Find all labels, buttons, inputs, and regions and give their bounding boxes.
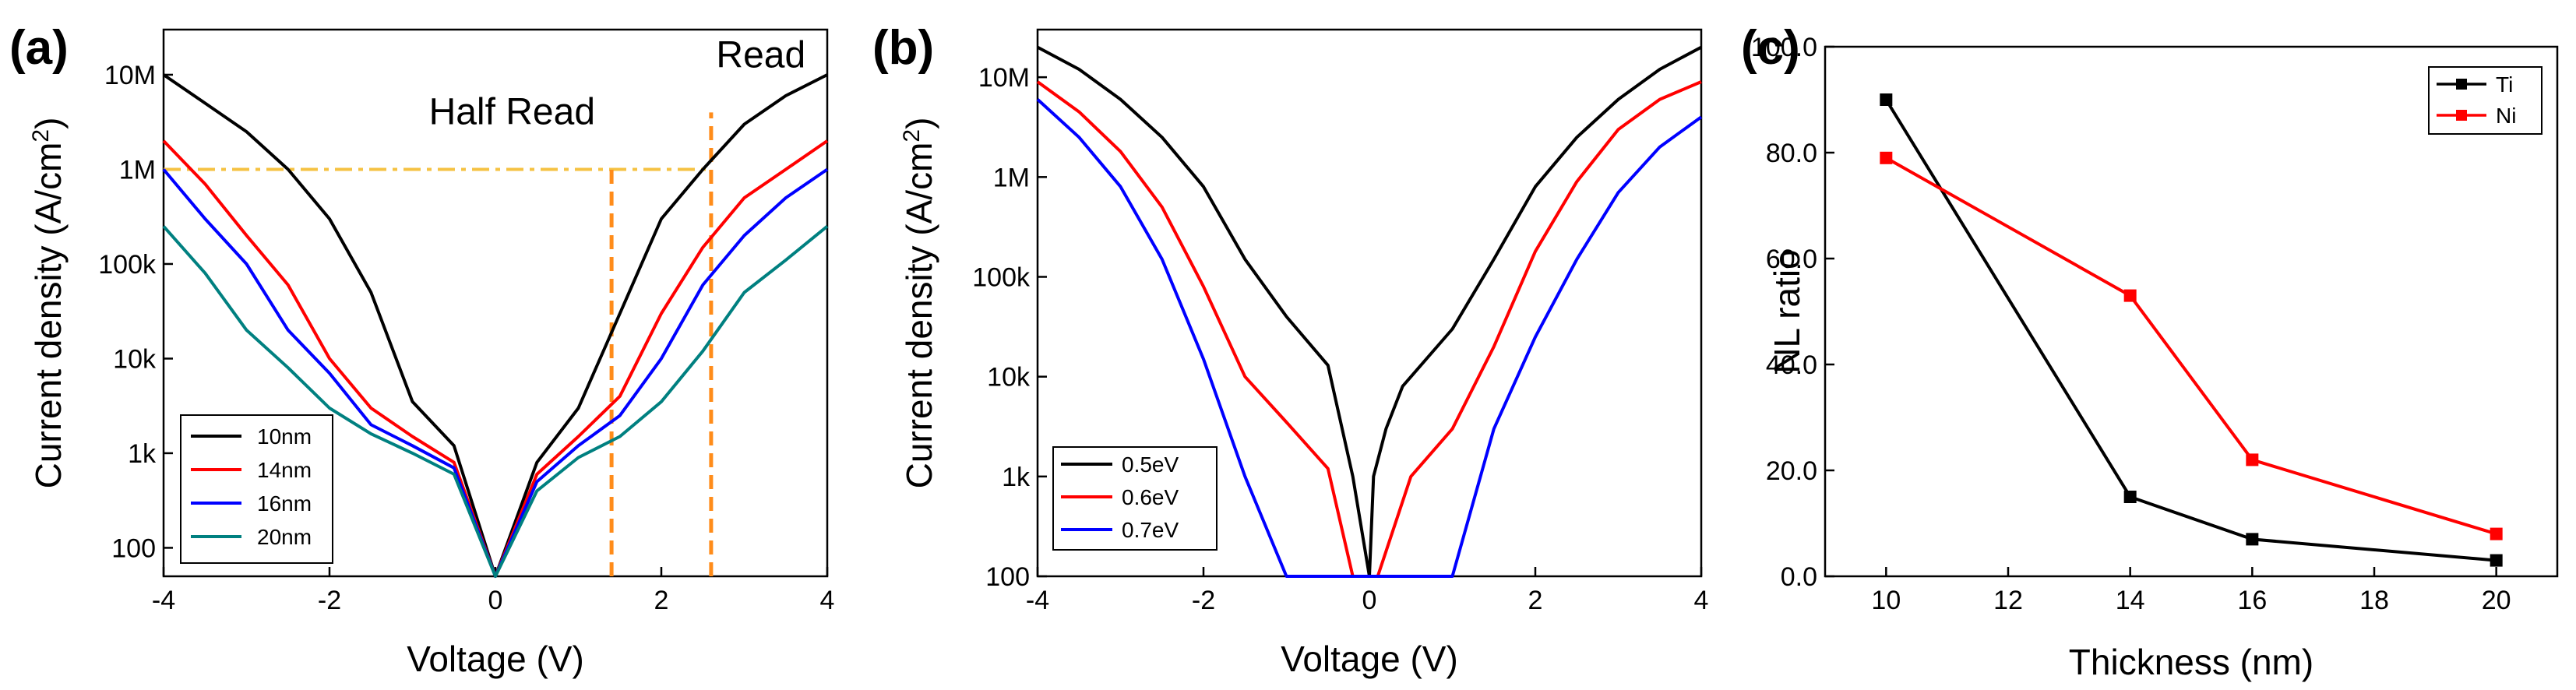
panel-b-series-0-5ev xyxy=(1037,45,1702,578)
panel-a-series xyxy=(162,73,829,578)
panel-c-y-axis-title: NL ratio xyxy=(1767,249,1807,373)
panel-a-annotation-read: Read xyxy=(716,34,805,76)
panel-c-series-ti xyxy=(1884,98,2497,562)
legend-label-0-6ev: 0.6eV xyxy=(1122,485,1179,509)
panel-c-y-tick-label: 60.0 xyxy=(1766,245,1817,274)
panel-b-series-0-7ev xyxy=(1036,98,1703,578)
legend-marker-ti xyxy=(2456,79,2467,90)
panel-c-point-ni xyxy=(1880,151,1893,164)
panel-a-x-tick-label: -2 xyxy=(318,586,341,615)
legend-label-ti: Ti xyxy=(2496,72,2513,97)
panel-a-y-tick-label: 1M xyxy=(119,155,156,185)
panel-c-point-ti xyxy=(2490,554,2503,567)
panel-a-series-20nm xyxy=(162,225,829,578)
legend-label-0-7ev: 0.7eV xyxy=(1122,518,1179,542)
panel-b-y-tick-label: 1M xyxy=(993,163,1030,192)
panel-c-y-tick-label: 20.0 xyxy=(1766,456,1817,486)
panel-b-y-tick-label: 10k xyxy=(987,363,1031,393)
panel-c-x-tick-label: 20 xyxy=(2482,586,2511,615)
legend-label-20nm: 20nm xyxy=(257,525,312,549)
panel-a-y-tick-label: 10M xyxy=(104,61,156,90)
panel-a-y-tick-label: 100k xyxy=(98,250,157,280)
panel-c: (c) 10 12 14 16 18 20 0.0 20.0 40.0 60.0 80.0 100.… xyxy=(1741,21,2559,682)
panel-a-y-tick-label: 10k xyxy=(113,344,157,374)
panel-a-y-tick-label: 1k xyxy=(128,439,157,469)
panel-c-legend: Ti Ni xyxy=(2428,66,2543,135)
panel-c-label: (c) xyxy=(1741,21,1800,75)
panel-c-x-tick-label: 12 xyxy=(1993,586,2023,615)
panel-b-x-ticks: -4 -2 0 2 4 xyxy=(1026,567,1709,615)
legend-label-16nm: 16nm xyxy=(257,491,312,516)
panel-b-y-tick-label: 100 xyxy=(985,562,1030,592)
panel-c-y-tick-label: 0.0 xyxy=(1781,562,1817,592)
panel-a-legend: 10nm 14nm 16nm 20nm xyxy=(180,414,333,564)
panel-c-x-axis-title: Thickness (nm) xyxy=(2069,642,2313,682)
panel-b-y-ticks: 100 1k 10k 100k 1M 10M xyxy=(972,63,1047,592)
panel-c-y-ticks: 0.0 20.0 40.0 60.0 80.0 100.0 xyxy=(1751,33,1834,592)
panel-b-x-tick-label: -2 xyxy=(1192,586,1215,615)
panel-b-x-tick-label: 4 xyxy=(1694,586,1709,615)
panel-c-x-tick-label: 16 xyxy=(2237,586,2267,615)
panel-c-series-ni xyxy=(1885,157,2497,536)
panel-a-guide-lines xyxy=(164,112,714,576)
panel-c-point-ni xyxy=(2123,289,2137,302)
panel-c-point-ni xyxy=(2490,527,2503,540)
legend-label-0-5ev: 0.5eV xyxy=(1122,452,1179,477)
legend-label-14nm: 14nm xyxy=(257,458,312,482)
panel-b-x-tick-label: 0 xyxy=(1362,586,1377,615)
panel-a-legend-box xyxy=(180,414,333,564)
panel-a-x-tick-label: 4 xyxy=(820,586,835,615)
panel-a-x-axis-title: Voltage (V) xyxy=(407,639,584,679)
panel-c-x-ticks: 10 12 14 16 18 20 xyxy=(1871,567,2511,615)
legend-marker-ni xyxy=(2456,110,2467,121)
panel-a-annotation-half-read: Half Read xyxy=(429,91,595,132)
panel-b-y-tick-label: 1k xyxy=(1002,463,1031,492)
legend-label-10nm: 10nm xyxy=(257,424,312,449)
panel-c-point-ti xyxy=(2246,533,2259,546)
panel-a-x-tick-label: 2 xyxy=(654,586,669,615)
panel-c-point-ni xyxy=(2246,453,2259,466)
panel-c-x-tick-label: 14 xyxy=(2116,586,2145,615)
panel-c-x-tick-label: 18 xyxy=(2359,586,2389,615)
panel-b-y-axis-title: Current density (A/cm2) xyxy=(899,118,939,489)
panel-a-x-tick-label: 0 xyxy=(488,586,503,615)
panel-b-y-tick-label: 10M xyxy=(978,63,1030,93)
panel-c-y-tick-label: 40.0 xyxy=(1766,350,1817,380)
panel-a-y-tick-label: 100 xyxy=(111,533,156,563)
panel-b-x-tick-label: -4 xyxy=(1026,586,1049,615)
panel-c-legend-box xyxy=(2428,66,2543,135)
panel-a-y-ticks: 100 1k 10k 100k 1M 10M xyxy=(98,61,173,563)
panel-b-legend: 0.5eV 0.6eV 0.7eV xyxy=(1052,446,1218,551)
panel-b-label: (b) xyxy=(872,21,934,75)
panel-c-y-tick-label: 80.0 xyxy=(1766,139,1817,168)
panel-b: (b) -4 -2 0 2 4 100 1k 10k 100k 1M 10M Voltage (V… xyxy=(872,21,1708,679)
panel-b-y-tick-label: 100k xyxy=(972,262,1031,292)
panel-a-label: (a) xyxy=(9,21,69,75)
panel-c-x-tick-label: 10 xyxy=(1871,586,1901,615)
panel-b-x-axis-title: Voltage (V) xyxy=(1281,639,1458,679)
legend-label-ni: Ni xyxy=(2496,104,2516,128)
panel-c-y-tick-label: 100.0 xyxy=(1751,33,1817,62)
panel-a: (a) -4 -2 0 2 4 100 1k 10k 100k 1M 10M Voltage (V… xyxy=(9,21,834,679)
panel-a-y-axis-title: Current density (A/cm2) xyxy=(28,118,69,489)
panel-b-x-tick-label: 2 xyxy=(1528,586,1543,615)
panel-c-series xyxy=(1880,93,2503,567)
panel-c-point-ti xyxy=(2123,491,2137,503)
panel-a-x-tick-label: -4 xyxy=(152,586,175,615)
panel-b-series xyxy=(1036,45,1703,578)
panel-c-point-ti xyxy=(1880,93,1893,106)
panel-c-plot-frame xyxy=(1824,45,2559,578)
